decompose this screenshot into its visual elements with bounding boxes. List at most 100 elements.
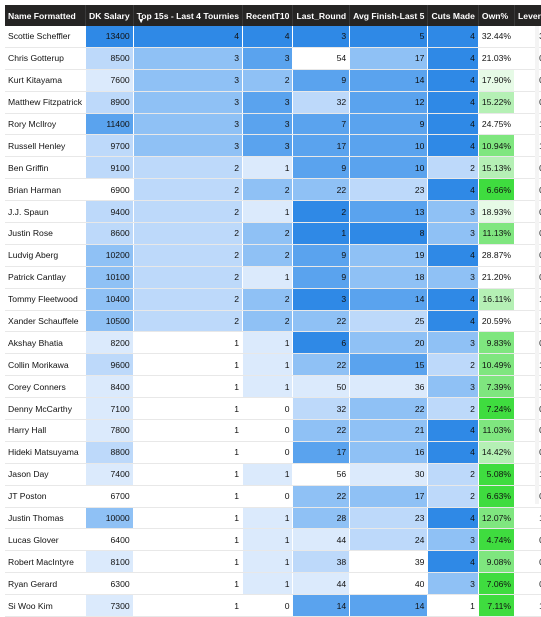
- cell-own: 16.11%: [478, 288, 516, 311]
- cell-last: 7: [292, 113, 351, 136]
- cell-recent: 1: [242, 156, 294, 180]
- cell-name: Akshay Bhatia: [5, 331, 87, 355]
- cell-own: 15.22%: [478, 91, 516, 114]
- cell-cuts: 3: [427, 375, 479, 399]
- cell-top15: 2: [133, 310, 244, 333]
- cell-lev: 1.20: [514, 594, 541, 617]
- cell-cuts: 4: [427, 91, 479, 114]
- cell-own: 32.44%: [478, 26, 516, 48]
- sort-descending-icon: ▼: [137, 18, 145, 25]
- cell-lev: 0.77: [514, 244, 541, 267]
- cell-lev: 1.22: [514, 353, 541, 377]
- player-table: Name Formatted DK Salary Top 15s - Last 4 …: [5, 5, 541, 617]
- cell-own: 28.87%: [478, 244, 516, 267]
- cell-last: 1: [292, 222, 351, 245]
- cell-cuts: 4: [427, 178, 479, 202]
- cell-top15: 1: [133, 550, 244, 574]
- column-header-lev[interactable]: Leverage: [514, 5, 541, 26]
- cell-dk: 8900: [85, 91, 134, 114]
- cell-recent: 1: [242, 528, 294, 552]
- cell-last: 3: [292, 288, 351, 311]
- cell-dk: 11400: [85, 113, 134, 136]
- cell-recent: 2: [242, 244, 294, 267]
- cell-top15: 1: [133, 441, 244, 464]
- cell-own: 4.74%: [478, 528, 516, 552]
- column-header-own[interactable]: Own%: [478, 5, 516, 26]
- cell-top15: 4: [133, 26, 244, 48]
- cell-lev: 0.74: [514, 419, 541, 442]
- cell-last: 9: [292, 156, 351, 180]
- cell-own: 20.59%: [478, 310, 516, 333]
- cell-avg: 18: [349, 266, 429, 289]
- cell-dk: 9100: [85, 156, 134, 180]
- cell-own: 12.07%: [478, 507, 516, 530]
- cell-avg: 14: [349, 594, 429, 617]
- cell-name: Robert MacIntyre: [5, 550, 87, 574]
- cell-dk: 7300: [85, 594, 134, 617]
- cell-own: 21.03%: [478, 47, 516, 70]
- column-header-dk[interactable]: DK Salary: [85, 5, 134, 26]
- cell-name: Brian Harman: [5, 178, 87, 202]
- cell-cuts: 3: [427, 331, 479, 355]
- column-header-last[interactable]: Last_Round: [292, 5, 351, 26]
- cell-dk: 8800: [85, 441, 134, 464]
- cell-cuts: 3: [427, 528, 479, 552]
- cell-dk: 8200: [85, 331, 134, 355]
- column-header-name[interactable]: Name Formatted: [5, 5, 87, 26]
- cell-name: Rory McIlroy: [5, 113, 87, 136]
- cell-last: 22: [292, 353, 351, 377]
- cell-lev: 0.87: [514, 441, 541, 464]
- column-header-avg[interactable]: Avg Finish-Last 5: [349, 5, 429, 26]
- cell-name: Ludvig Aberg: [5, 244, 87, 267]
- cell-avg: 10: [349, 156, 429, 180]
- cell-avg: 9: [349, 113, 429, 136]
- cell-lev: 1.14: [514, 463, 541, 486]
- cell-name: JT Poston: [5, 485, 87, 508]
- column-header-recent[interactable]: RecentT10: [242, 5, 294, 26]
- cell-avg: 13: [349, 200, 429, 224]
- cell-dk: 6900: [85, 178, 134, 202]
- cell-dk: 9700: [85, 134, 134, 158]
- cell-dk: 7400: [85, 463, 134, 486]
- vertical-scrollbar[interactable]: [535, 26, 539, 504]
- column-header-top15[interactable]: Top 15s - Last 4 Tournies ▼: [133, 5, 244, 26]
- cell-name: Xander Schauffele: [5, 310, 87, 333]
- cell-dk: 10000: [85, 507, 134, 530]
- cell-top15: 1: [133, 397, 244, 421]
- cell-top15: 2: [133, 178, 244, 202]
- cell-top15: 2: [133, 156, 244, 180]
- cell-recent: 3: [242, 91, 294, 114]
- cell-last: 50: [292, 375, 351, 399]
- cell-lev: 1.56: [514, 375, 541, 399]
- cell-top15: 3: [133, 69, 244, 92]
- cell-lev: 0.94: [514, 331, 541, 355]
- column-header-cuts[interactable]: Cuts Made: [427, 5, 479, 26]
